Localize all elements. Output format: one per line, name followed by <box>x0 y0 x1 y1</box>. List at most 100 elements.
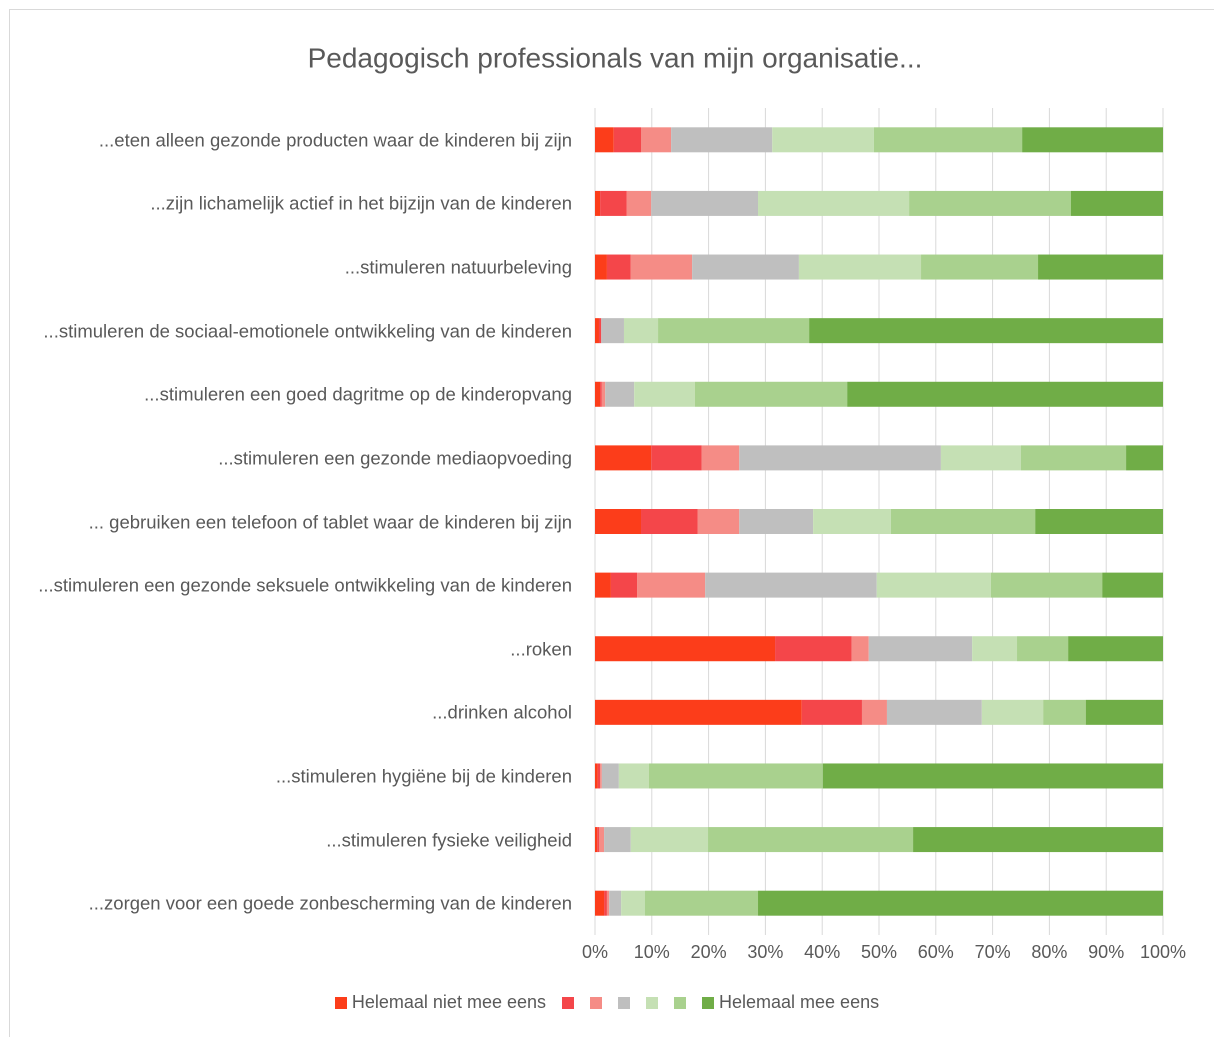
bar-segment <box>801 699 862 725</box>
x-tick-label: 70% <box>975 942 1011 962</box>
bar-segment <box>705 572 877 598</box>
bar-segment <box>604 827 631 853</box>
bar-segment <box>595 890 605 916</box>
legend-swatch <box>562 996 574 1009</box>
category-label: ...roken <box>510 638 572 660</box>
bar-segment <box>604 890 607 916</box>
bar-segment <box>595 254 607 280</box>
bar-segment <box>671 127 773 153</box>
category-label: ...zijn lichamelijk actief in het bijzij… <box>150 192 572 214</box>
bar-segment <box>600 763 602 789</box>
bar-segment <box>868 636 973 662</box>
category-label: ...eten alleen gezonde producten waar de… <box>98 129 572 151</box>
bar-segment <box>630 254 693 280</box>
bar-segment <box>1017 636 1069 662</box>
legend-swatch <box>646 996 658 1009</box>
bar-segment <box>595 763 598 789</box>
bar-segment <box>1068 636 1163 662</box>
legend-item <box>674 996 686 1009</box>
bar-segment <box>909 190 1071 216</box>
bar-segment <box>598 827 605 853</box>
legend-label: Helemaal mee eens <box>719 992 880 1012</box>
category-label: ...stimuleren een gezonde seksuele ontwi… <box>38 574 572 596</box>
bar-segment <box>921 254 1039 280</box>
bar-segment <box>1102 572 1163 598</box>
x-tick-label: 40% <box>804 942 840 962</box>
bar-segment <box>1043 699 1086 725</box>
legend-label: Helemaal niet mee eens <box>351 992 546 1012</box>
bar-segment <box>651 190 759 216</box>
legend-item <box>646 996 658 1009</box>
bar-segment <box>601 318 624 344</box>
bar-segment <box>697 509 740 534</box>
bar-segment <box>758 190 910 216</box>
bar-segment <box>1021 445 1127 471</box>
bar-segment <box>692 254 799 280</box>
bar-segment <box>601 381 606 407</box>
bar-segment <box>595 636 776 662</box>
x-tick-label: 50% <box>861 942 897 962</box>
bar-segment <box>595 509 642 534</box>
bar-segment <box>851 636 869 662</box>
category-label: ...stimuleren de sociaal-emotionele ontw… <box>43 320 572 342</box>
bar-segment <box>610 572 638 598</box>
category-label: ... gebruiken een telefoon of tablet waa… <box>88 511 572 532</box>
bar-segment <box>597 763 601 789</box>
bar-segment <box>708 827 914 853</box>
bar-segment <box>634 381 695 407</box>
bar-segment <box>809 318 1163 344</box>
bar-segment <box>940 445 1021 471</box>
bar-segment <box>613 127 642 153</box>
bar-segment <box>1035 509 1163 534</box>
bar-segment <box>886 699 982 725</box>
x-tick-label: 100% <box>1140 942 1186 962</box>
category-label: ...drinken alcohol <box>432 701 572 723</box>
bar-segment <box>1038 254 1163 280</box>
x-tick-label: 80% <box>1031 942 1067 962</box>
category-label: ...stimuleren een goed dagritme op de ki… <box>144 383 572 405</box>
legend-item <box>562 996 574 1009</box>
category-label: ...stimuleren fysieke veiligheid <box>326 829 572 851</box>
bar-segment <box>873 127 1023 153</box>
chart-border <box>9 9 1214 1037</box>
bar-segment <box>606 254 631 280</box>
bar-segment <box>609 890 622 916</box>
legend: Helemaal niet mee eens Helemaal mee eens <box>0 992 1214 1013</box>
chart-title: Pedagogisch professionals van mijn organ… <box>308 42 923 73</box>
bar-segment <box>598 318 602 344</box>
legend-item <box>590 996 602 1009</box>
bar-segment <box>1126 445 1163 471</box>
bar-segment <box>651 445 702 471</box>
bar-segment <box>597 827 599 853</box>
x-tick-label: 10% <box>634 942 670 962</box>
bar-segment <box>775 636 852 662</box>
bar-segment <box>739 509 814 534</box>
x-tick-label: 60% <box>918 942 954 962</box>
legend-swatch <box>590 996 602 1009</box>
legend-swatch <box>618 996 630 1009</box>
bar-segment <box>621 890 645 916</box>
bar-segment <box>623 318 659 344</box>
bar-segment <box>630 827 709 853</box>
bar-segment <box>913 827 1163 853</box>
bar-segment <box>648 763 823 789</box>
bar-segment <box>595 699 802 725</box>
bar-segment <box>595 127 614 153</box>
bar-segment <box>595 572 611 598</box>
bar-segment <box>641 127 672 153</box>
x-tick-label: 0% <box>582 942 608 962</box>
bar-segment <box>618 763 649 789</box>
bar-segment <box>701 445 740 471</box>
bar-segment <box>601 763 619 789</box>
x-tick-label: 90% <box>1088 942 1124 962</box>
bar-segment <box>641 509 698 534</box>
bar-segment <box>595 445 652 471</box>
legend-swatch <box>334 996 347 1009</box>
bar-segment <box>798 254 922 280</box>
x-tick-label: 20% <box>691 942 727 962</box>
category-label: ...zorgen voor een goede zonbescherming … <box>88 892 572 914</box>
bar-segment <box>658 318 810 344</box>
bar-segment <box>626 190 652 216</box>
